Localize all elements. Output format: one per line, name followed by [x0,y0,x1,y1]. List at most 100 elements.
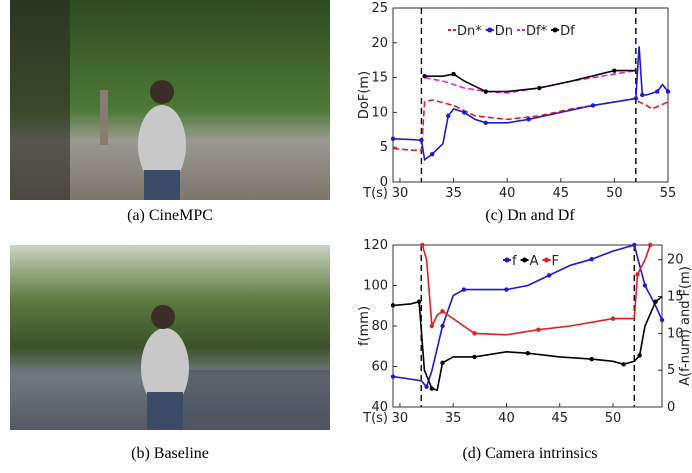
marker [610,316,616,321]
marker [446,113,451,119]
marker [637,353,642,358]
caption: (a) CineMPC [127,207,213,224]
marker [546,273,552,278]
legend-label: Df [560,24,575,39]
marker [419,138,424,143]
photo-baseline [10,245,330,430]
marker [632,242,637,248]
marker [537,85,542,91]
legend-label: Dn [495,24,513,39]
marker [653,299,658,304]
y-axis-label: DoF(m) [357,71,372,119]
marker [429,151,435,157]
legend-label: A [530,254,539,269]
marker [483,120,488,126]
y-tick-label: 20 [371,36,388,51]
series-line [424,69,636,93]
marker [424,384,429,389]
legend-label: f [512,254,517,269]
y-tick-label: 40 [371,400,388,415]
x-tick-label: 40 [499,186,516,201]
marker [390,136,396,142]
x-axis-label: T(s) [362,186,388,201]
series-line [393,245,662,389]
y-tick-label: 80 [371,319,388,334]
series-line [393,46,668,162]
marker [420,242,425,248]
x-tick-label: 30 [392,186,409,201]
y-tick-label: 0 [380,175,388,190]
marker [525,351,530,356]
marker [590,103,596,108]
marker [504,287,509,292]
x-tick-label: 50 [606,186,623,201]
x-tick-label: 55 [660,186,677,201]
series-line [393,295,662,392]
marker [422,74,427,79]
series-line [424,69,636,94]
y-tick-label: 120 [363,238,388,253]
y2-tick-label: 5 [667,363,675,378]
marker [665,89,671,94]
x-axis-label: T(s) [362,411,388,426]
marker [390,303,396,308]
marker [461,287,467,292]
marker [621,362,626,367]
marker [429,386,435,391]
marker [451,71,456,77]
y-tick-label: 10 [371,105,388,120]
y2-axis-label: A(f-num) and F(m) [678,266,692,386]
x-tick-label: 30 [392,411,409,426]
marker [472,354,477,360]
marker [440,360,445,366]
marker [526,117,531,122]
y-tick-label: 5 [380,140,388,155]
legend-marker [543,257,549,263]
y2-tick-label: 10 [667,326,684,341]
marker [648,242,653,248]
y2-tick-label: 0 [667,400,675,415]
marker [390,374,396,379]
marker [633,96,639,101]
marker [642,283,648,288]
series-line [393,97,668,152]
legend-marker [504,257,510,263]
legend-marker [487,27,493,33]
series-line [421,245,652,336]
marker [612,68,617,73]
legend-marker [552,27,558,33]
caption: (b) Baseline [131,445,209,462]
x-tick-label: 45 [551,411,568,426]
marker [659,317,665,323]
y-tick-label: 15 [371,71,388,86]
marker [416,299,422,304]
x-tick-label: 45 [553,186,570,201]
x-tick-label: 40 [498,411,515,426]
marker [655,89,660,94]
marker [536,327,541,332]
y2-tick-label: 20 [667,253,684,268]
marker [440,323,445,329]
caption: (d) Camera intrinsics [462,445,597,462]
marker [483,89,488,94]
x-tick-label: 35 [445,186,462,201]
x-tick-label: 35 [445,411,462,426]
plot-frame [392,7,669,183]
y2-tick-label: 15 [667,290,684,305]
y-tick-label: 60 [371,360,388,375]
marker [640,92,645,98]
marker [635,272,640,277]
x-tick-label: 50 [605,411,622,426]
legend-label: Dn* [457,24,482,39]
legend-marker [522,257,528,263]
caption: (c) Dn and Df [485,207,575,224]
marker [429,323,435,329]
marker [462,110,467,115]
marker [589,356,594,362]
marker [589,256,594,262]
y-tick-label: 25 [371,1,388,16]
marker [440,309,445,314]
marker [472,331,477,336]
legend-label: Df* [526,24,548,39]
